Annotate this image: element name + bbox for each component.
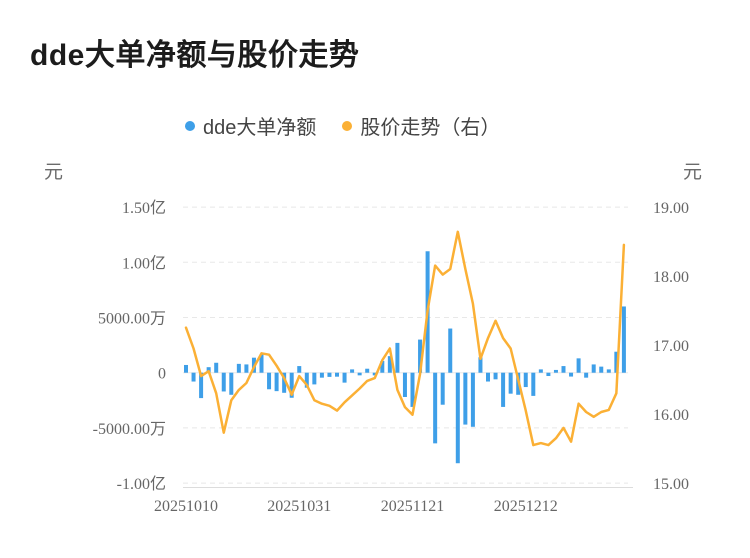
- bar: [365, 368, 370, 373]
- bar: [221, 372, 226, 392]
- bar: [591, 364, 596, 373]
- left-axis-unit: 元: [44, 162, 64, 183]
- x-axis-tick: 20251121: [381, 498, 444, 515]
- bar: [206, 367, 211, 373]
- legend-dot-blue-icon: [185, 120, 195, 131]
- left-axis-tick: -1.00亿: [117, 475, 166, 493]
- bar: [236, 363, 241, 373]
- bar: [523, 372, 528, 388]
- bar: [199, 372, 204, 399]
- bar: [274, 372, 279, 392]
- bar: [335, 372, 339, 377]
- bar: [569, 372, 574, 377]
- bar: [621, 306, 626, 373]
- bar: [410, 372, 415, 407]
- bar: [402, 372, 407, 397]
- bar: [553, 369, 558, 373]
- bar: [501, 372, 506, 407]
- bar: [508, 372, 513, 394]
- bar: [327, 372, 332, 377]
- bar: [561, 366, 566, 373]
- legend-label-dde-net: dde大单净额: [203, 117, 317, 139]
- bar: [282, 372, 287, 393]
- bar: [297, 366, 302, 373]
- bar: [486, 372, 490, 382]
- bar: [531, 372, 536, 396]
- bar: [463, 372, 468, 425]
- bar: [304, 372, 309, 388]
- right-axis-unit: 元: [683, 162, 703, 183]
- bar: [455, 372, 460, 464]
- bar: [614, 351, 619, 373]
- legend-item-price-trend[interactable]: 股价走势（右）: [342, 111, 500, 140]
- left-axis-tick: 0: [158, 366, 166, 383]
- bar: [214, 362, 219, 373]
- bar: [267, 372, 272, 390]
- legend-dot-orange-icon: [342, 120, 353, 131]
- x-axis-tick: 20251212: [494, 498, 558, 515]
- bar: [493, 372, 498, 380]
- left-axis-tick: -5000.00万: [93, 421, 166, 438]
- bar: [380, 360, 385, 373]
- bar: [259, 354, 264, 373]
- bar: [418, 339, 423, 373]
- chart-title: dde大单净额与股价走势: [30, 39, 360, 72]
- bar: [244, 364, 249, 373]
- bar: [433, 372, 438, 444]
- bar: [576, 358, 581, 373]
- bar: [191, 372, 196, 382]
- bar: [470, 372, 475, 427]
- bar: [395, 342, 400, 373]
- bar: [289, 372, 294, 398]
- bar: [448, 328, 453, 373]
- bar: [606, 369, 611, 373]
- bar: [387, 356, 392, 373]
- legend-label-price-trend: 股价走势（右）: [360, 117, 501, 139]
- bar: [184, 364, 188, 373]
- right-axis-tick: 15.00: [653, 476, 689, 493]
- x-axis-tick: 20251010: [154, 498, 218, 515]
- bar: [538, 369, 543, 373]
- bar: [350, 369, 355, 373]
- bar: [372, 372, 377, 376]
- right-axis-tick: 16.00: [653, 407, 689, 424]
- price-line: [184, 230, 626, 447]
- right-axis-tick: 19.00: [653, 200, 689, 217]
- right-axis-tick: 17.00: [653, 338, 689, 355]
- bar: [357, 372, 362, 376]
- bar: [342, 372, 347, 383]
- bar: [229, 372, 234, 395]
- x-axis-tick: 20251031: [267, 498, 331, 515]
- bar: [478, 357, 483, 373]
- bar: [599, 366, 604, 373]
- bar: [312, 372, 317, 385]
- left-axis-tick: 5000.00万: [98, 311, 166, 328]
- left-axis-tick: 1.00亿: [122, 254, 166, 272]
- right-axis-tick: 18.00: [653, 269, 689, 286]
- left-axis-tick: 1.50亿: [122, 199, 166, 217]
- legend-item-dde-net[interactable]: dde大单净额: [185, 111, 316, 140]
- bar: [440, 372, 445, 405]
- bar: [319, 372, 324, 378]
- legend: dde大单净额 股价走势（右）: [185, 111, 500, 140]
- bar: [584, 372, 589, 378]
- bar: [546, 372, 551, 377]
